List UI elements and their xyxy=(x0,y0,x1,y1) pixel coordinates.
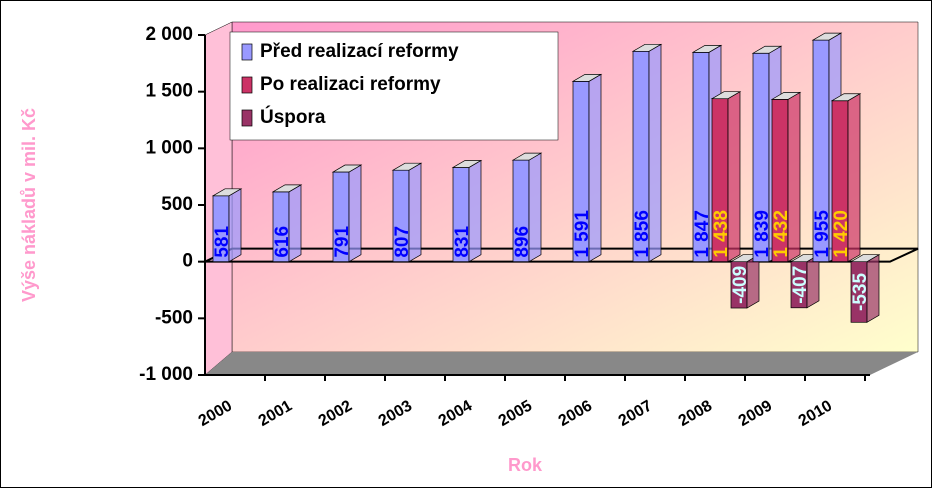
y-axis-label: Výše nákladů v mil. Kč xyxy=(19,108,39,302)
legend-swatch xyxy=(241,109,253,127)
bar-top xyxy=(511,152,543,161)
data-label: 1 856 xyxy=(632,210,653,258)
y-tick-label: 0 xyxy=(182,251,193,272)
legend-label: Před realizací reformy xyxy=(260,41,459,62)
bar-top xyxy=(391,162,423,171)
data-label: 581 xyxy=(212,226,233,258)
bar-top xyxy=(849,254,881,263)
y-tick-label: 1 000 xyxy=(145,137,193,158)
legend-swatch xyxy=(241,43,253,61)
y-tick-label: 1 500 xyxy=(145,81,193,102)
y-tick-label: 500 xyxy=(161,194,193,215)
y-tick-label: -1 000 xyxy=(139,364,193,385)
bar-top xyxy=(751,45,783,54)
bar-top xyxy=(331,164,363,173)
data-label: 1 847 xyxy=(692,210,713,258)
x-axis-label: Rok xyxy=(508,455,543,475)
bar-top xyxy=(770,92,802,100)
bar-top xyxy=(271,184,303,193)
data-label: 791 xyxy=(332,226,353,258)
bar-top xyxy=(710,91,742,100)
y-tick-label: 2 000 xyxy=(145,24,193,45)
legend-label: Úspora xyxy=(260,106,326,128)
data-label: 1 420 xyxy=(831,210,852,258)
data-label: 1 591 xyxy=(572,210,593,258)
data-label: 616 xyxy=(272,226,293,258)
y-tick-label: -500 xyxy=(155,307,193,328)
data-label: 807 xyxy=(392,226,413,258)
legend xyxy=(229,31,559,141)
legend-swatch xyxy=(241,76,253,94)
legend-label: Po realizaci reformy xyxy=(260,74,441,95)
bar-top xyxy=(631,43,663,52)
bar-top xyxy=(691,44,723,53)
data-label: 896 xyxy=(512,226,533,258)
floor xyxy=(205,352,918,375)
bar-top xyxy=(451,160,483,168)
bar-top xyxy=(811,32,843,41)
data-label: 1 955 xyxy=(812,210,833,258)
data-label: 831 xyxy=(452,226,473,258)
data-label: -535 xyxy=(850,273,871,311)
data-label: 1 432 xyxy=(771,210,792,258)
data-label: -409 xyxy=(730,266,751,304)
data-label: -407 xyxy=(790,266,811,304)
bar-top xyxy=(211,188,243,197)
data-label: 1 839 xyxy=(752,210,773,258)
data-label: 1 438 xyxy=(711,210,732,258)
bar-top xyxy=(571,74,603,82)
bar-top xyxy=(830,93,862,102)
